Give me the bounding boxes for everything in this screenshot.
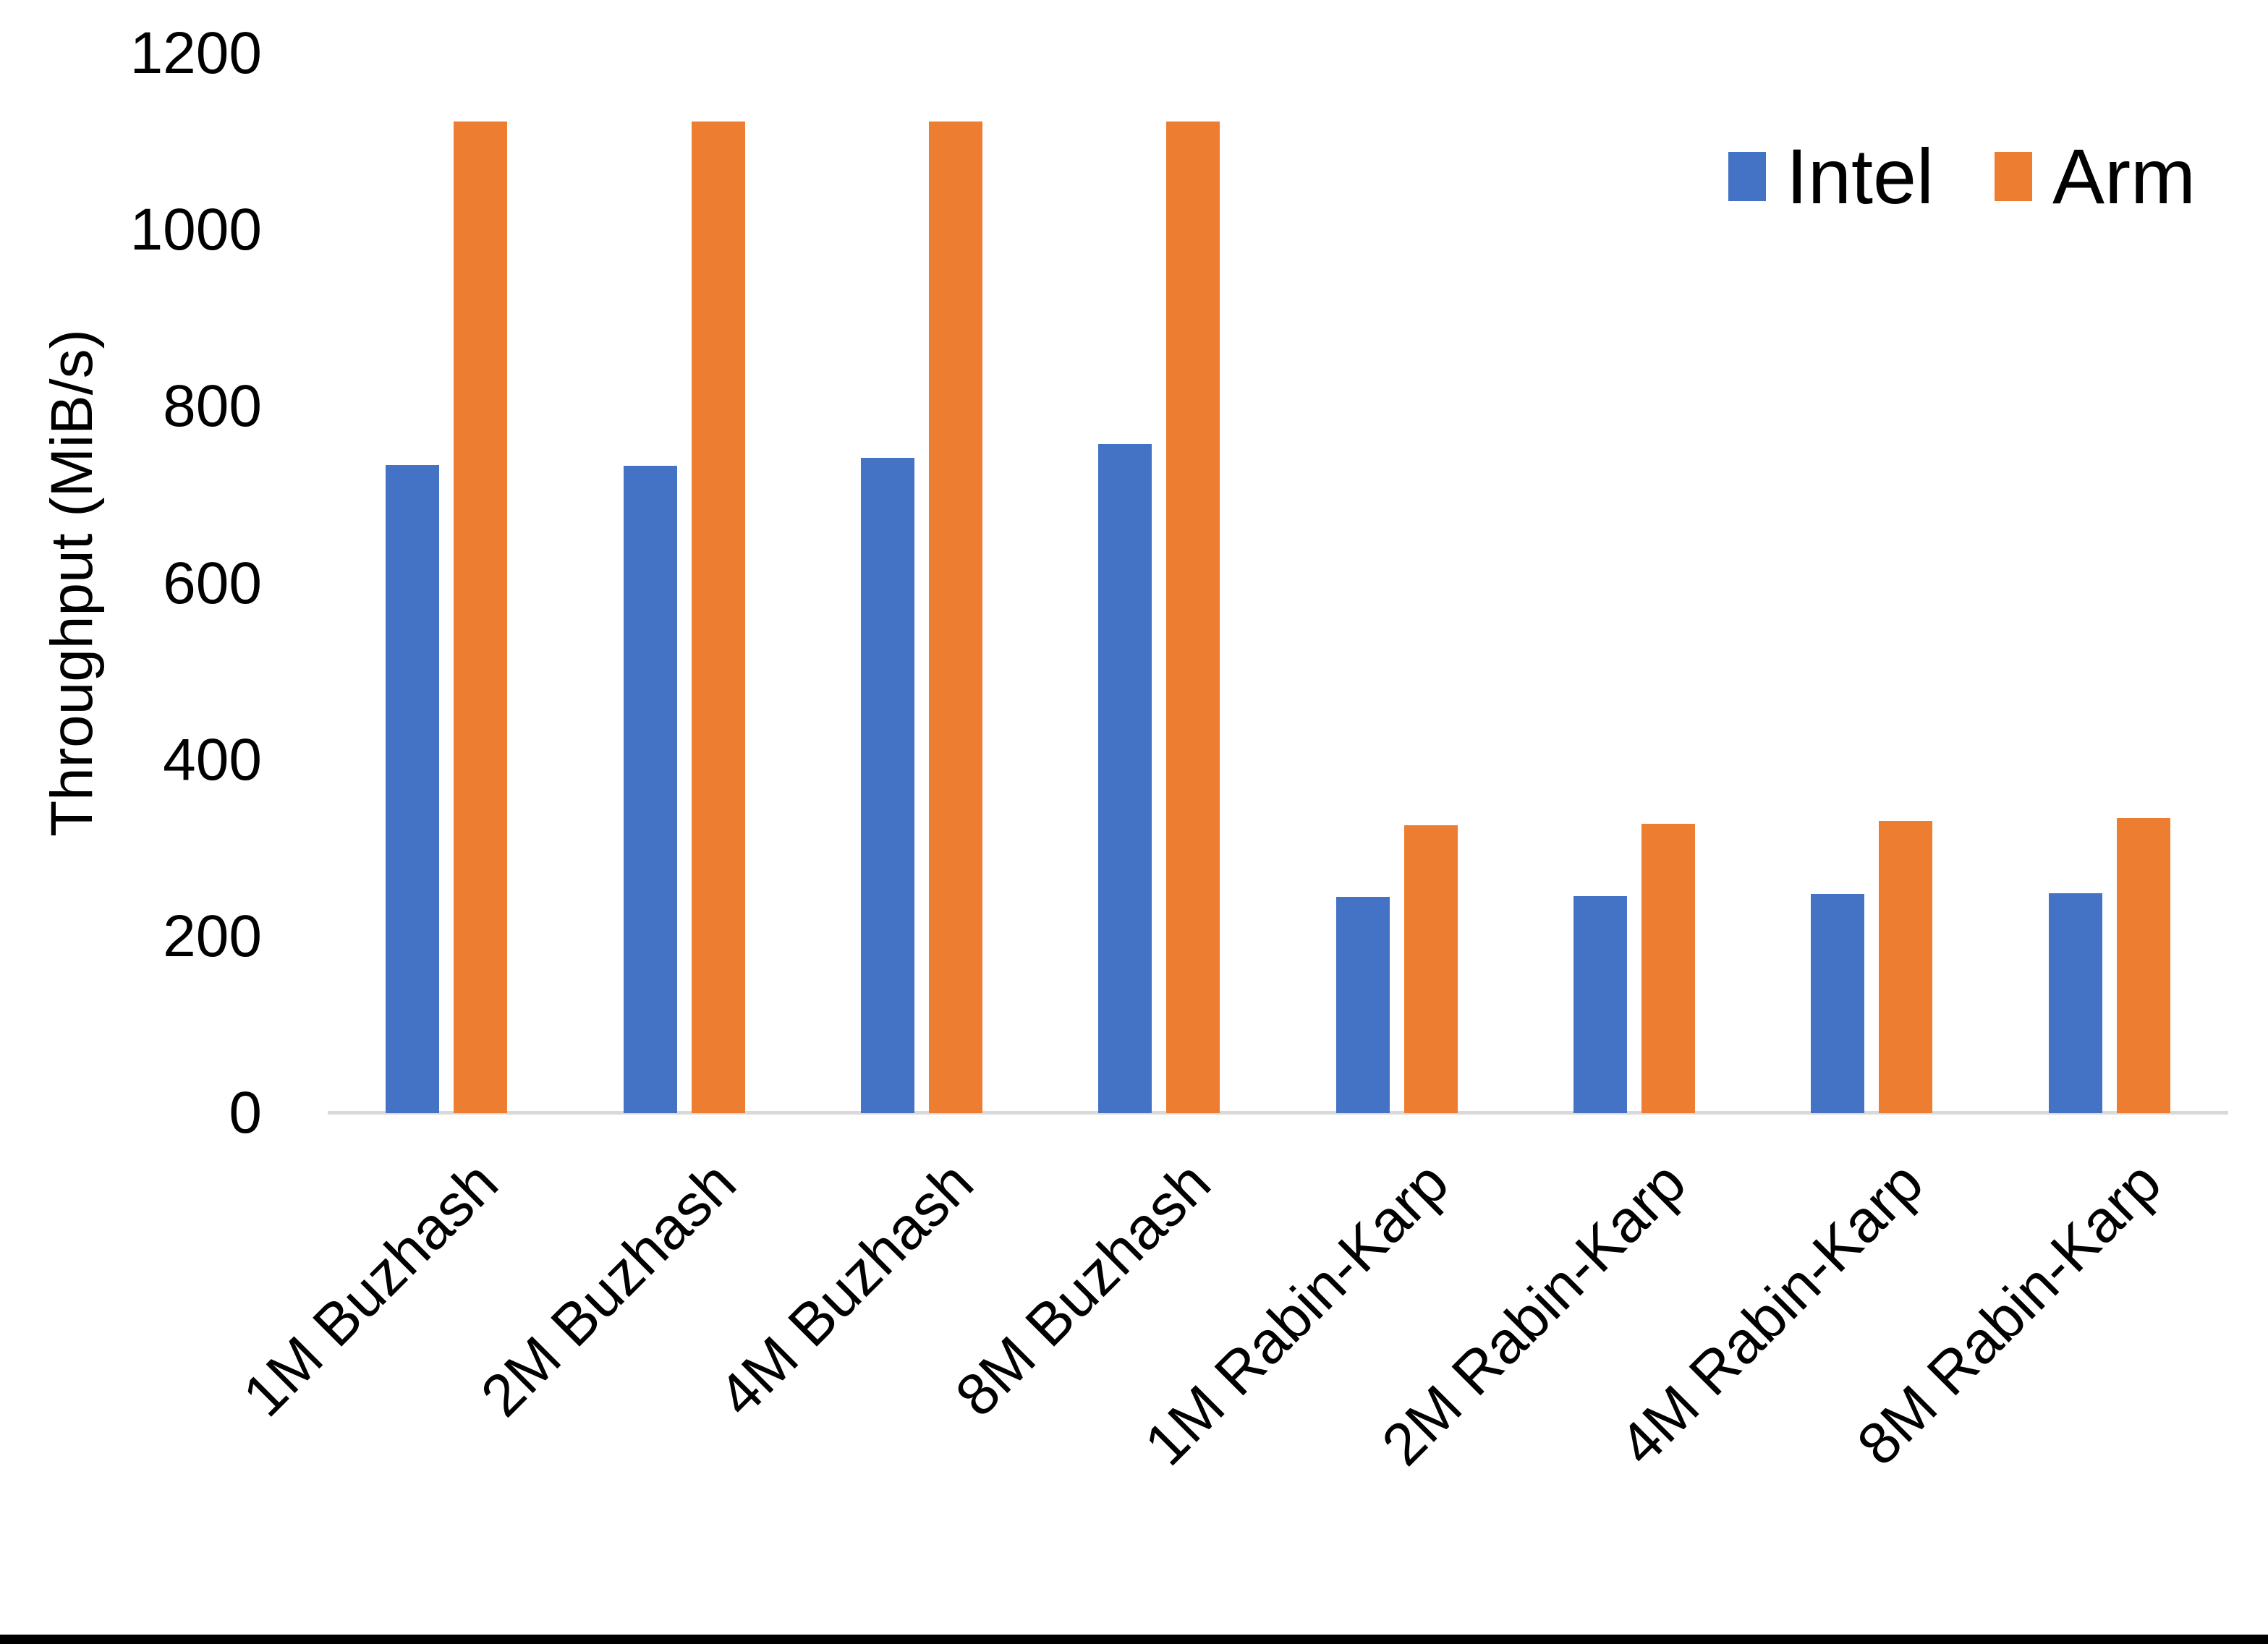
- x-tick-label: 2M Buzhash: [468, 1149, 749, 1429]
- y-tick-label: 600: [163, 550, 262, 616]
- x-tick-label: 2M Rabin-Karp: [1369, 1149, 1699, 1478]
- bar-arm-2: [691, 122, 745, 1113]
- legend-swatch-intel: [1728, 152, 1766, 201]
- bar-arm-7: [1879, 820, 1933, 1113]
- y-tick-label: 1000: [129, 197, 262, 263]
- bar-intel-3: [860, 458, 914, 1113]
- bar-arm-3: [928, 122, 982, 1113]
- bottom-border: [0, 1635, 2268, 1644]
- bar-intel-5: [1335, 896, 1390, 1113]
- bar-arm-4: [1166, 122, 1220, 1113]
- y-tick-label: 0: [229, 1080, 262, 1146]
- bar-arm-6: [1641, 823, 1696, 1113]
- bar-intel-2: [623, 466, 677, 1113]
- legend-item-arm: Arm: [1995, 137, 2196, 216]
- bar-intel-1: [386, 464, 440, 1113]
- bar-arm-8: [2116, 818, 2170, 1113]
- bar-intel-4: [1098, 443, 1152, 1113]
- y-tick-label: 400: [163, 726, 262, 793]
- x-axis-line: [328, 1111, 2228, 1115]
- x-tick-label: 4M Buzhash: [705, 1149, 986, 1429]
- x-tick-label: 1M Buzhash: [231, 1149, 511, 1429]
- bar-arm-1: [454, 122, 508, 1113]
- legend-item-intel: Intel: [1728, 137, 1934, 216]
- legend-label: Intel: [1785, 132, 1934, 220]
- x-tick-label: 8M Rabin-Karp: [1845, 1149, 2174, 1478]
- x-tick-label: 4M Rabin-Karp: [1607, 1149, 1937, 1478]
- x-tick-label: 1M Rabin-Karp: [1131, 1149, 1461, 1478]
- y-tick-label: 200: [163, 903, 262, 969]
- legend-swatch-arm: [1995, 152, 2033, 201]
- bar-intel-8: [2048, 893, 2102, 1113]
- legend-label: Arm: [2052, 132, 2196, 220]
- x-tick-label: 8M Buzhash: [943, 1149, 1223, 1429]
- chart-legend: Intel Arm: [1728, 137, 2196, 216]
- y-tick-label: 800: [163, 373, 262, 440]
- bar-arm-5: [1403, 825, 1458, 1113]
- y-tick-label: 1200: [129, 20, 262, 86]
- bar-intel-6: [1573, 895, 1628, 1113]
- bar-intel-7: [1811, 894, 1865, 1113]
